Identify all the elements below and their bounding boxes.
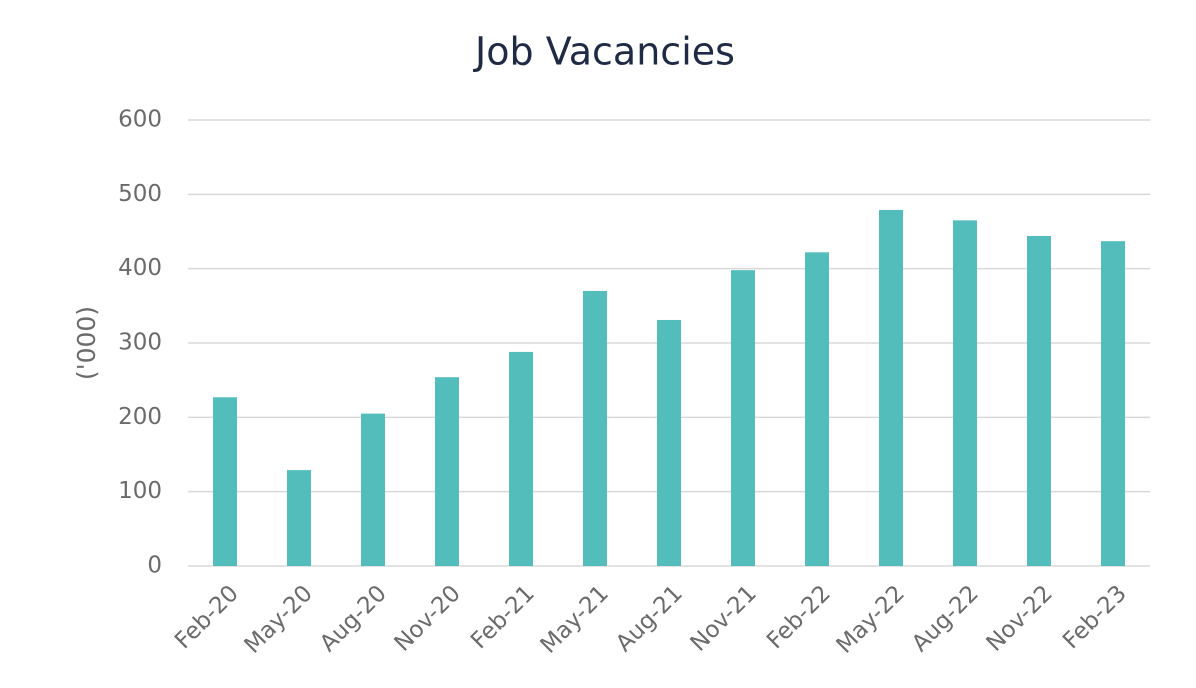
y-tick-label: 200 [118, 404, 162, 430]
y-tick-label: 500 [118, 181, 162, 207]
x-tick-label: May-22 [832, 580, 910, 658]
x-tick-label: Aug-21 [611, 580, 688, 657]
bar [583, 290, 607, 566]
bar [731, 270, 755, 566]
bar [213, 397, 237, 566]
y-tick-label: 300 [118, 330, 162, 356]
x-tick-label: May-21 [536, 580, 614, 658]
y-tick-label: 100 [118, 478, 162, 504]
x-tick-label: May-20 [240, 580, 318, 658]
x-tick-label: Feb-20 [170, 580, 244, 654]
x-tick-label: Aug-22 [907, 580, 984, 657]
chart-title: Job Vacancies [473, 30, 735, 74]
bar [1027, 235, 1051, 566]
y-tick-label: 0 [147, 553, 162, 579]
x-tick-label: Aug-20 [315, 580, 392, 657]
x-tick-label: Nov-22 [982, 580, 1058, 656]
bar [435, 377, 459, 566]
x-tick-label: Nov-20 [390, 580, 466, 656]
x-tick-label: Nov-21 [686, 580, 762, 656]
bar [361, 413, 385, 566]
bar [879, 209, 903, 566]
bar [657, 319, 681, 566]
bar [953, 220, 977, 566]
bar [509, 351, 533, 566]
x-tick-label: Feb-23 [1058, 580, 1132, 654]
y-tick-label: 600 [118, 107, 162, 133]
bar [805, 252, 829, 566]
x-tick-label: Feb-21 [466, 580, 540, 654]
bar [1101, 241, 1125, 566]
y-tick-label: 400 [118, 255, 162, 281]
bar [287, 470, 311, 566]
y-axis-label: ('000) [72, 306, 101, 380]
x-tick-label: Feb-22 [762, 580, 836, 654]
